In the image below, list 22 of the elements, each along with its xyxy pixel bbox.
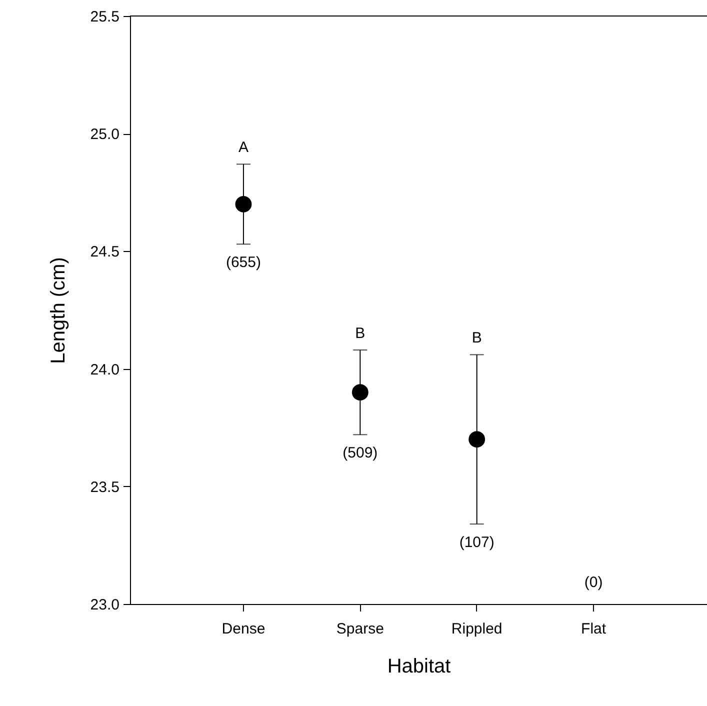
- annotation: (107): [459, 534, 494, 552]
- x-tick-label: Sparse: [336, 620, 384, 638]
- y-tick-label: 25.0: [90, 126, 120, 144]
- y-tick-label: 24.5: [90, 244, 120, 261]
- annotation: (0): [584, 574, 603, 591]
- annotation: B: [355, 324, 366, 342]
- point: [235, 196, 252, 212]
- y-tick-label: 23.5: [90, 478, 120, 496]
- annotation: A: [238, 139, 248, 156]
- annotation: B: [472, 330, 482, 347]
- point: [352, 384, 368, 401]
- y-axis-title: Length (cm): [47, 257, 70, 364]
- x-tick-label: Flat: [581, 620, 607, 638]
- x-tick-label: Rippled: [451, 620, 502, 638]
- y-tick-label: 24.0: [90, 361, 120, 378]
- annotation: (509): [342, 444, 378, 462]
- x-tick-label: Dense: [222, 620, 266, 638]
- y-tick-label: 25.5: [90, 8, 120, 26]
- annotation: (655): [226, 254, 261, 272]
- point: [468, 431, 486, 448]
- y-tick-label: 23.0: [90, 596, 120, 614]
- x-axis-title: Habitat: [387, 656, 452, 678]
